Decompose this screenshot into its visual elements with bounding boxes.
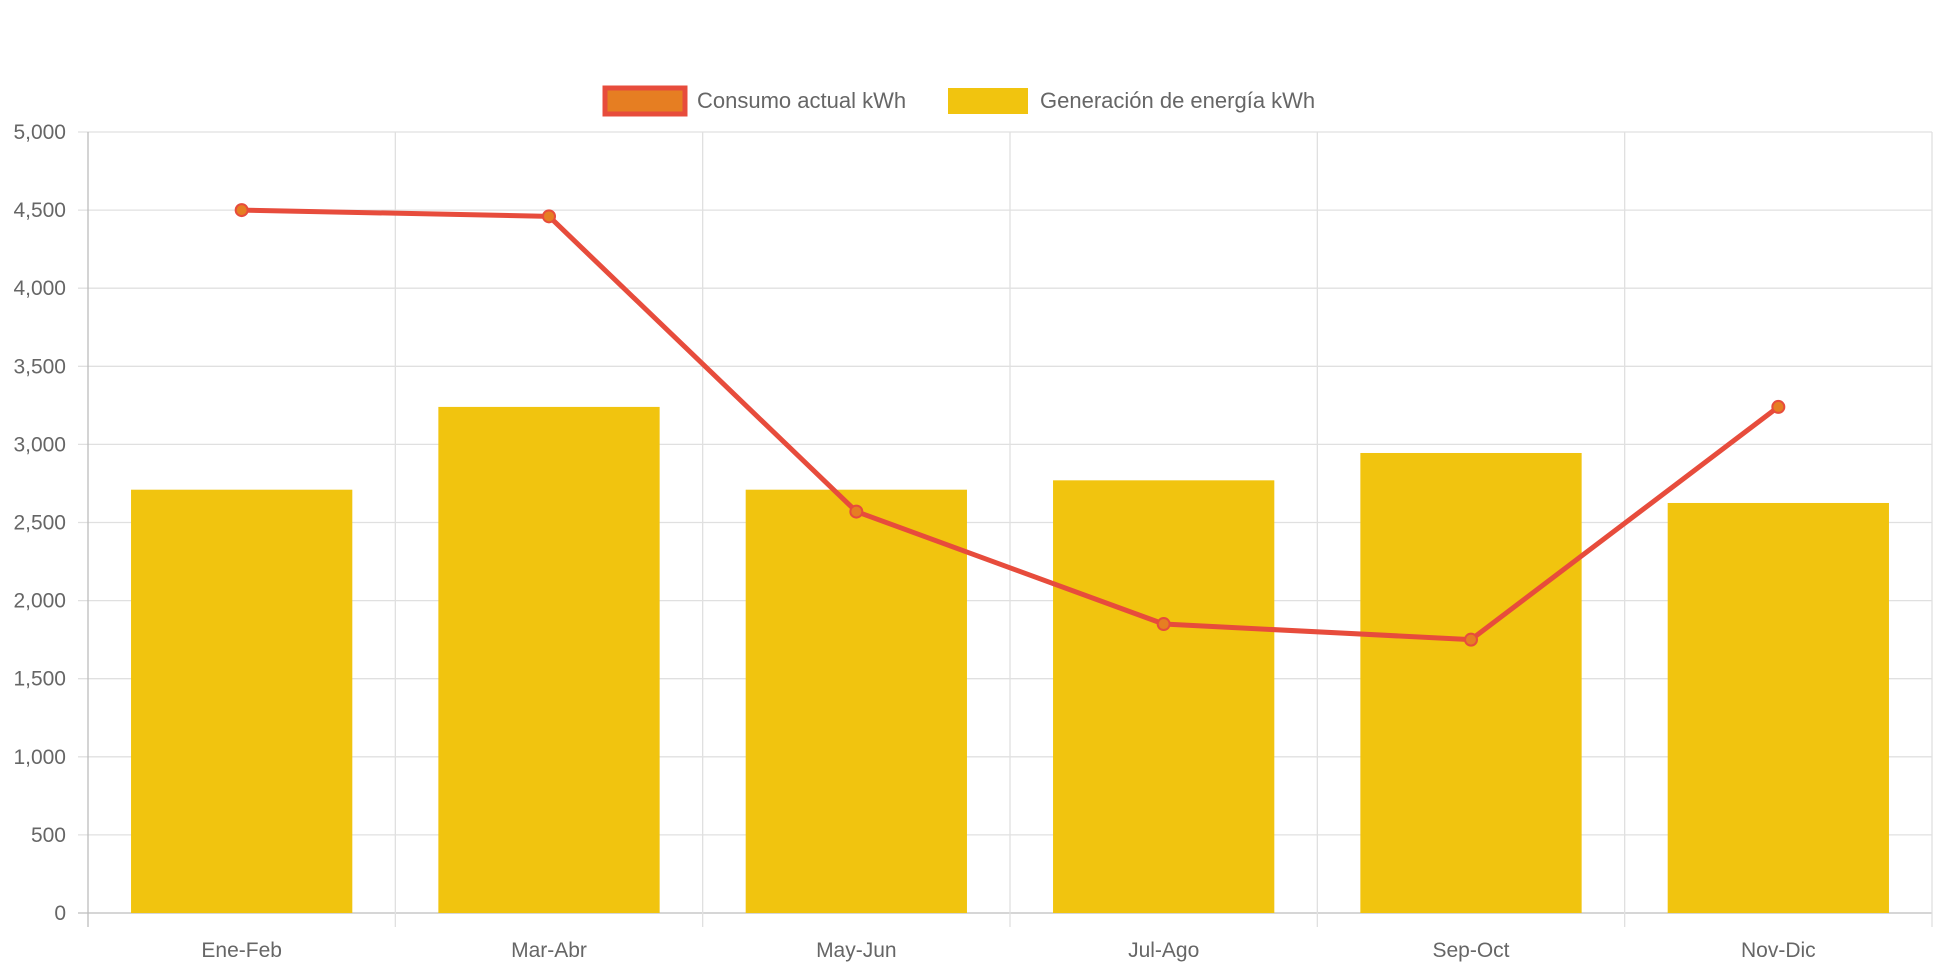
consumo-point-nov-dic[interactable] [1771,399,1786,414]
consumo-point-jul-ago[interactable] [1156,617,1171,632]
bar-may-jun[interactable] [745,489,967,913]
y-tick-label: 3,000 [13,433,66,456]
y-tick-label: 0 [54,902,66,925]
legend-swatch-generacion [948,88,1028,114]
y-tick-label: 4,000 [13,277,66,300]
y-tick-label: 2,500 [13,512,66,535]
y-tick-label: 3,500 [13,355,66,378]
gridlines [78,131,1933,927]
y-tick-label: 5,000 [13,121,66,144]
y-tick-label: 2,000 [13,590,66,613]
legend-swatch-consumo [602,85,688,117]
legend: Consumo actual kWh Generación de energía… [602,85,1315,117]
x-axis: Ene-Feb Mar-Abr May-Jun Jul-Ago Sep-Oct Nov-D… [201,939,1815,962]
x-tick-label: Mar-Abr [511,939,587,962]
legend-label-generacion: Generación de energía kWh [1040,88,1315,113]
bar-series [131,406,1889,913]
legend-label-consumo: Consumo actual kWh [697,88,906,113]
bar-nov-dic[interactable] [1667,502,1889,913]
line-series [234,203,1786,647]
bar-mar-abr[interactable] [438,406,660,913]
y-tick-label: 500 [31,824,66,847]
y-tick-label: 1,500 [13,668,66,691]
consumo-point-sep-oct[interactable] [1464,632,1478,647]
y-tick-label: 4,500 [13,199,66,222]
x-tick-label: Sep-Oct [1432,939,1509,962]
bar-sep-oct[interactable] [1360,452,1582,913]
bar-ene-feb[interactable] [131,489,353,913]
bar-jul-ago[interactable] [1053,480,1275,913]
x-tick-label: Jul-Ago [1128,939,1199,962]
consumo-point-may-jun[interactable] [849,504,864,519]
consumo-point-ene-feb[interactable] [234,203,249,218]
y-tick-label: 1,000 [13,746,66,769]
x-tick-label: Ene-Feb [201,939,282,962]
x-tick-label: Nov-Dic [1741,939,1816,962]
x-tick-label: May-Jun [816,939,897,962]
consumo-line [241,207,1780,643]
consumo-point-mar-abr[interactable] [542,209,556,224]
y-axis: 0 500 1,000 1,500 2,000 2,500 3,000 3,500 4,000 4… [13,121,66,925]
legend-item-consumo[interactable]: Consumo actual kWh [602,85,906,117]
legend-item-generacion[interactable]: Generación de energía kWh [948,88,1315,114]
